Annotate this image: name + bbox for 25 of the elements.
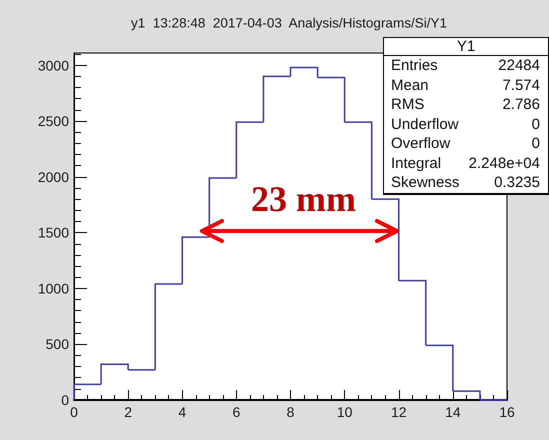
annotation: Mean 7.574 <box>390 76 541 95</box>
x-tick-label: 6 <box>232 404 240 420</box>
annotation: Skewness 0.3235 <box>390 173 541 192</box>
annotation: Y1 <box>384 38 548 56</box>
x-tick-label: 16 <box>499 404 515 420</box>
y-tick-label: 500 <box>46 336 70 352</box>
annotation: Entries 22484 <box>390 56 541 76</box>
y-tick-label: 0 <box>61 392 70 408</box>
y-tick-label: 1000 <box>38 280 70 296</box>
x-tick-label: 2 <box>124 404 132 420</box>
y-tick-label: 3000 <box>38 57 70 74</box>
x-tick-label: 14 <box>445 404 461 420</box>
chart-title: y1 13:28:48 2017-04-03 Analysis/Histograms/Si/Y1 <box>131 16 447 30</box>
y-tick-label: 1500 <box>38 224 70 241</box>
x-tick-label: 12 <box>390 404 407 420</box>
y-tick-label: 2000 <box>38 168 70 185</box>
y-tick-label: 2500 <box>38 113 70 130</box>
annotation: RMS 2.786 <box>390 95 541 114</box>
annotation: 23 mm <box>251 179 356 219</box>
x-tick-label: 10 <box>336 404 353 420</box>
x-tick-label: 4 <box>178 404 186 420</box>
annotation: Integral 2.248e+04 <box>390 154 541 173</box>
x-tick-label: 8 <box>286 404 295 420</box>
annotation: Underflow 0 <box>390 114 541 134</box>
annotation: Overflow 0 <box>390 134 541 154</box>
